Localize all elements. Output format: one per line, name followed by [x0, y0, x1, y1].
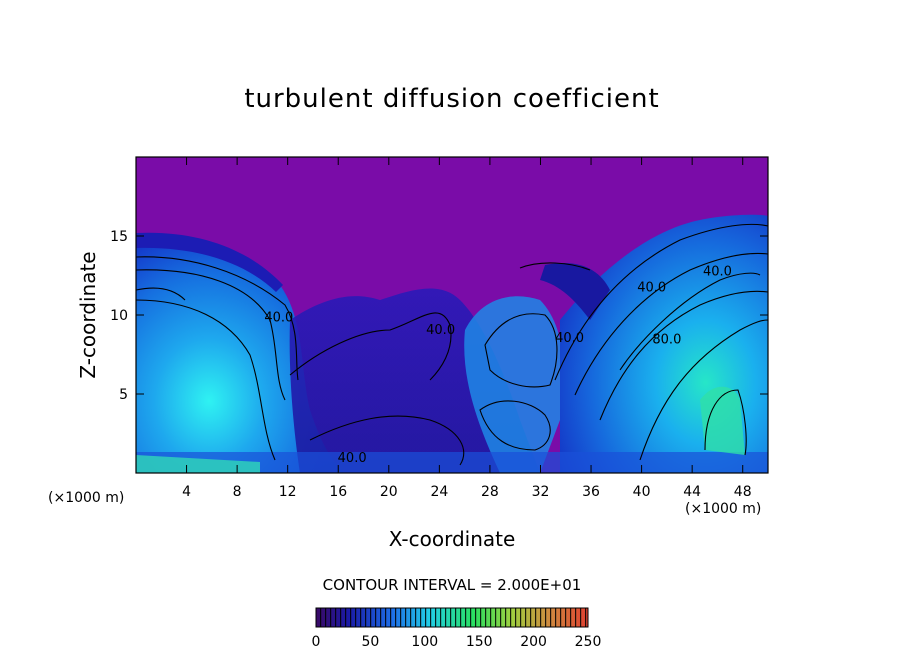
contour-label: 40.0 [555, 331, 584, 346]
y-tick-label: 10 [110, 308, 128, 324]
x-tick-label: 12 [279, 484, 297, 500]
contour-label: 40.0 [264, 310, 293, 325]
y-tick-label: 15 [110, 229, 128, 245]
x-axis-ticks: 4 8 12 16 20 24 28 32 36 40 44 48 [182, 157, 752, 500]
x-tick-label: 24 [430, 484, 448, 500]
contour-line [289, 312, 452, 381]
x-tick-label: 48 [734, 484, 752, 500]
contour-line [599, 290, 768, 421]
contour-line [479, 400, 551, 451]
contour-line [639, 319, 768, 461]
colorbar: 0 50 100 150 200 250 [312, 607, 602, 650]
contour-label: 40.0 [703, 265, 732, 280]
contour-label: 40.0 [637, 280, 666, 295]
ground-band [136, 452, 768, 473]
x-tick-label: 8 [233, 484, 242, 500]
y-tick-label: 5 [119, 387, 128, 403]
y-axis-ticks: 5 10 15 [110, 229, 768, 403]
contour-line [704, 389, 747, 456]
contour-line [554, 223, 768, 381]
x-tick-label: 44 [683, 484, 701, 500]
contour-line [136, 269, 286, 401]
x-tick-label: 16 [329, 484, 347, 500]
contour-label: 80.0 [652, 332, 681, 347]
contour-label: 40.0 [426, 323, 455, 338]
colorbar-tick-label: 0 [312, 634, 321, 650]
colorbar-tick-label: 250 [575, 634, 602, 650]
contour-lines [136, 223, 768, 466]
heatmap-field [136, 157, 768, 473]
colorbar-tick-labels: 0 50 100 150 200 250 [312, 634, 602, 650]
x-tick-label: 36 [582, 484, 600, 500]
chart-title: turbulent diffusion coefficient [244, 84, 660, 114]
x-tick-label: 4 [182, 484, 191, 500]
right-dark-band [540, 262, 610, 320]
x-unit-right: (×1000 m) [685, 501, 762, 517]
contour-line [309, 415, 465, 466]
colorbar-tick-label: 100 [411, 634, 438, 650]
contour-line [574, 252, 768, 396]
left-vortex-outer-band [136, 232, 283, 292]
right-green-core [700, 386, 745, 455]
x-tick-label: 20 [380, 484, 398, 500]
left-vortex-region [136, 232, 345, 473]
colorbar-tick-label: 200 [520, 634, 547, 650]
contour-label: 40.0 [338, 451, 367, 466]
x-tick-label: 32 [532, 484, 550, 500]
colorbar-tick-label: 150 [466, 634, 493, 650]
ground-green-left [136, 455, 260, 473]
x-unit-left: (×1000 m) [48, 490, 125, 506]
contour-line [136, 256, 299, 381]
colorbar-stripes [316, 608, 588, 627]
contour-line [519, 262, 591, 271]
x-axis-label: X-coordinate [388, 527, 516, 551]
contour-line [136, 299, 276, 461]
x-tick-label: 40 [633, 484, 651, 500]
colorbar-tick-label: 50 [361, 634, 379, 650]
colorbar-frame [315, 607, 589, 628]
contour-line [484, 313, 558, 388]
contour-labels: 40.0 40.0 40.0 40.0 40.0 40.0 80.0 [264, 265, 732, 466]
contour-line [619, 272, 761, 371]
x-tick-label: 28 [481, 484, 499, 500]
contour-line [136, 287, 186, 301]
contour-interval-text: CONTOUR INTERVAL = 2.000E+01 [322, 576, 582, 594]
